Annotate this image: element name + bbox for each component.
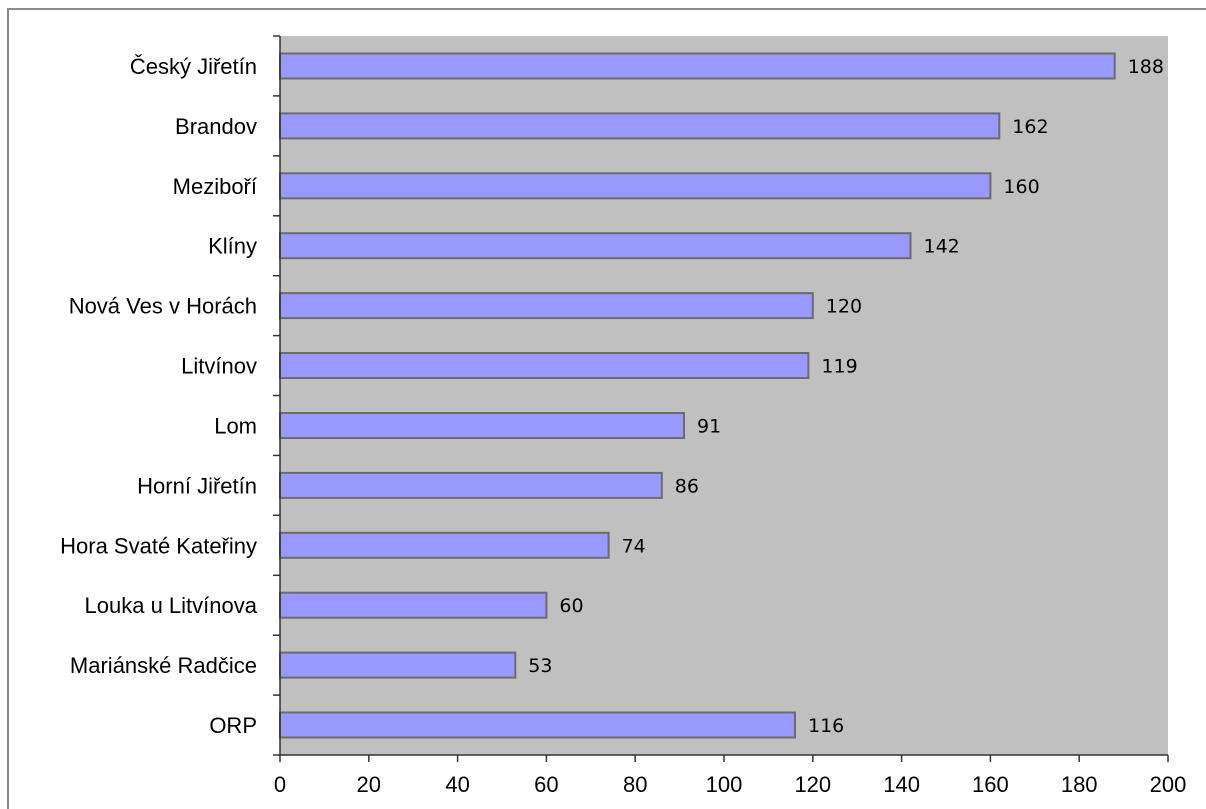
data-label: 53 <box>528 655 552 677</box>
category-label: Mariánské Radčice <box>70 653 257 678</box>
data-label: 116 <box>808 715 844 737</box>
category-label: Nová Ves v Horách <box>69 294 257 319</box>
x-tick-label: 60 <box>534 772 558 797</box>
plot-area <box>280 36 1168 755</box>
bar-7 <box>279 412 685 439</box>
x-tick-label: 180 <box>1061 772 1098 797</box>
axes <box>273 35 1169 762</box>
data-label: 91 <box>697 416 721 438</box>
x-tick-label: 120 <box>794 772 831 797</box>
category-label: Klíny <box>208 234 257 259</box>
category-label: Meziboří <box>173 174 257 199</box>
data-label: 142 <box>924 236 960 258</box>
bar-6 <box>279 352 810 379</box>
data-label: 120 <box>826 296 862 318</box>
bar-8 <box>279 471 663 499</box>
category-label: Brandov <box>175 114 257 139</box>
bar-10 <box>279 591 548 619</box>
x-tick-label: 40 <box>445 772 469 797</box>
data-label: 119 <box>821 356 857 378</box>
bar-12 <box>279 711 796 739</box>
bar-2 <box>279 112 1001 140</box>
category-label: Louka u Litvínova <box>85 593 258 618</box>
x-tick-label: 140 <box>883 772 920 797</box>
x-tick-label: 80 <box>623 772 647 797</box>
labels: Český Jiřetín 188 Brandov 162 Meziboří 160 Klí… <box>60 54 1186 797</box>
data-label: 60 <box>559 595 583 617</box>
category-label: Český Jiřetín <box>130 54 257 79</box>
bar-4 <box>279 232 912 260</box>
x-tick-label: 200 <box>1150 772 1187 797</box>
category-label: Hora Svaté Kateřiny <box>60 533 257 558</box>
x-tick-label: 0 <box>274 772 286 797</box>
data-label: 162 <box>1012 116 1048 138</box>
x-tick-label: 20 <box>357 772 381 797</box>
data-label: 160 <box>1003 176 1039 198</box>
bar-9 <box>279 531 610 559</box>
x-tick-label: 160 <box>972 772 1009 797</box>
bar-11 <box>279 651 517 679</box>
category-label: Litvínov <box>181 354 257 379</box>
data-label: 188 <box>1128 56 1164 78</box>
data-label: 74 <box>622 535 646 557</box>
bar-3 <box>279 172 992 200</box>
bar-5 <box>279 292 814 320</box>
bar-1 <box>279 52 1116 80</box>
category-label: Horní Jiřetín <box>137 473 257 498</box>
category-label: ORP <box>209 713 257 738</box>
data-label: 86 <box>675 475 699 497</box>
category-label: Lom <box>214 414 257 439</box>
x-tick-label: 100 <box>706 772 743 797</box>
